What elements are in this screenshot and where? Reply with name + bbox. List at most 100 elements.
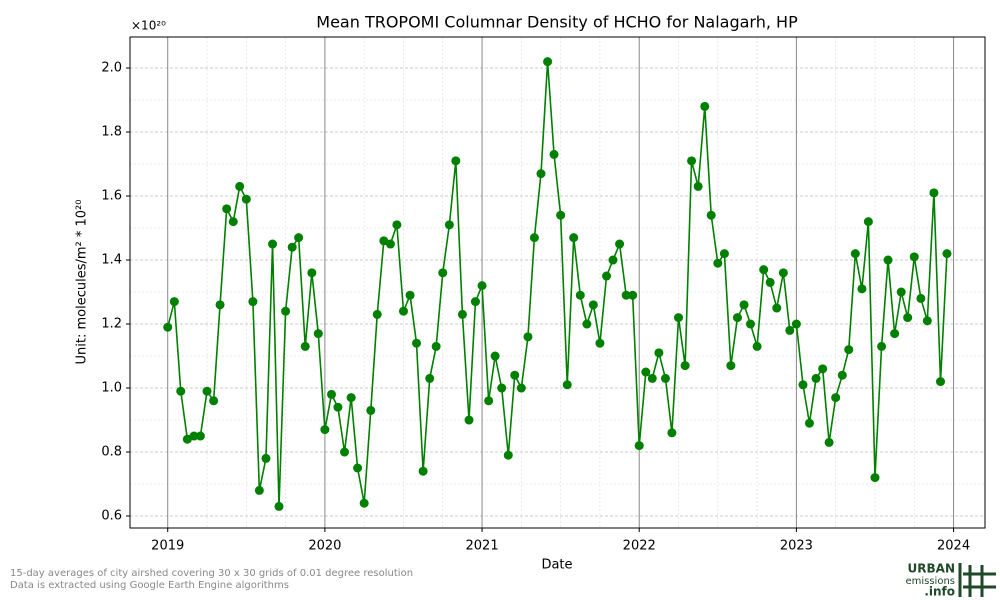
marker <box>438 268 448 278</box>
marker <box>634 441 644 451</box>
footnote: 15-day averages of city airshed covering… <box>10 568 413 579</box>
marker <box>366 405 376 415</box>
marker <box>791 319 801 329</box>
marker <box>451 156 461 166</box>
marker <box>392 220 402 230</box>
marker <box>398 306 408 316</box>
x-tick-label: 2024 <box>937 539 970 554</box>
y-tick-label: 0.6 <box>101 509 122 524</box>
marker <box>268 239 278 249</box>
marker <box>320 425 330 435</box>
offset-label: ×10²⁰ <box>131 19 166 33</box>
x-tick-label: 2019 <box>151 539 184 554</box>
marker <box>313 329 323 339</box>
marker <box>353 463 363 473</box>
marker <box>372 309 382 319</box>
marker <box>772 303 782 313</box>
marker <box>588 300 598 310</box>
footnote: Data is extracted using Google Earth Eng… <box>10 580 289 591</box>
marker <box>412 338 422 348</box>
marker <box>739 300 749 310</box>
marker <box>477 281 487 291</box>
marker <box>916 293 926 303</box>
marker <box>195 431 205 441</box>
marker <box>241 194 251 204</box>
marker <box>235 181 245 191</box>
marker <box>340 447 350 457</box>
marker <box>759 265 769 275</box>
marker <box>215 300 225 310</box>
marker <box>484 396 494 406</box>
marker <box>444 220 454 230</box>
marker <box>896 287 906 297</box>
marker <box>510 370 520 380</box>
marker <box>922 316 932 326</box>
x-tick-label: 2023 <box>780 539 813 554</box>
x-tick-label: 2022 <box>623 539 656 554</box>
marker <box>647 373 657 383</box>
marker <box>490 351 500 361</box>
marker <box>811 373 821 383</box>
grid <box>130 37 985 528</box>
marker <box>176 386 186 396</box>
marker <box>549 149 559 159</box>
chart-title: Mean TROPOMI Columnar Density of HCHO fo… <box>316 13 798 32</box>
logo: URBAN emissions .info <box>905 562 996 599</box>
marker <box>470 297 480 307</box>
marker <box>687 156 697 166</box>
plot-frame <box>129 36 986 529</box>
marker <box>254 485 264 495</box>
marker <box>680 361 690 371</box>
marker <box>523 332 533 342</box>
marker <box>654 348 664 358</box>
y-tick-label: 1.8 <box>101 125 122 140</box>
marker <box>804 418 814 428</box>
marker <box>818 364 828 374</box>
marker <box>405 290 415 300</box>
y-tick-label: 1.4 <box>101 253 122 268</box>
marker <box>556 210 566 220</box>
marker <box>536 169 546 179</box>
marker <box>464 415 474 425</box>
marker <box>281 306 291 316</box>
marker <box>765 277 775 287</box>
marker <box>628 290 638 300</box>
marker <box>595 338 605 348</box>
marker <box>831 393 841 403</box>
marker <box>287 242 297 252</box>
marker <box>163 322 173 332</box>
marker <box>726 361 736 371</box>
x-axis-label: Date <box>541 558 572 573</box>
marker <box>674 313 684 323</box>
marker <box>752 341 762 351</box>
marker <box>877 341 887 351</box>
marker <box>261 453 271 463</box>
logo-text: URBAN <box>908 562 955 576</box>
y-tick-label: 0.8 <box>101 445 122 460</box>
y-tick-label: 2.0 <box>101 61 122 76</box>
marker <box>837 370 847 380</box>
marker <box>693 181 703 191</box>
marker <box>608 255 618 265</box>
marker <box>850 249 860 259</box>
marker <box>346 393 356 403</box>
marker <box>824 437 834 447</box>
marker <box>529 233 539 243</box>
marker <box>844 345 854 355</box>
marker <box>300 341 310 351</box>
x-tick-label: 2020 <box>308 539 341 554</box>
marker <box>431 341 441 351</box>
y-tick-label: 1.2 <box>101 317 122 332</box>
marker <box>209 396 219 406</box>
marker <box>307 268 317 278</box>
y-tick-label: 1.0 <box>101 381 122 396</box>
marker <box>870 473 880 483</box>
marker <box>883 255 893 265</box>
y-axis-label: Unit: molecules/m² * 10²⁰ <box>75 200 90 365</box>
marker <box>778 268 788 278</box>
marker <box>516 383 526 393</box>
marker <box>569 233 579 243</box>
marker <box>385 239 395 249</box>
marker <box>543 57 553 67</box>
